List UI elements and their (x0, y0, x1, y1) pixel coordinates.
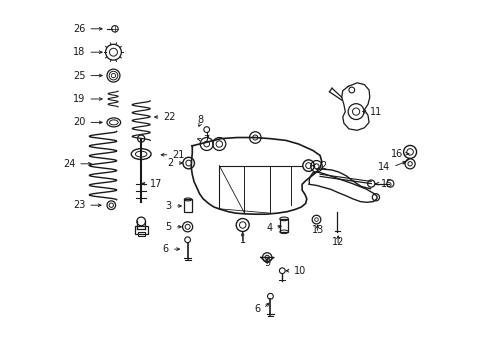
Text: 17: 17 (150, 179, 162, 189)
Text: 4: 4 (265, 222, 272, 233)
Text: 12: 12 (331, 237, 344, 247)
Text: 6: 6 (254, 303, 260, 314)
Text: 24: 24 (63, 159, 75, 169)
Text: 23: 23 (73, 200, 85, 210)
Text: 19: 19 (73, 94, 85, 104)
Text: 11: 11 (369, 107, 381, 117)
Text: 3: 3 (165, 201, 171, 211)
Text: 26: 26 (73, 24, 85, 34)
Text: 13: 13 (311, 225, 323, 235)
Text: 22: 22 (163, 112, 176, 122)
Text: 21: 21 (172, 150, 184, 160)
Text: 16: 16 (390, 149, 402, 159)
Bar (279, 219, 288, 232)
Text: 10: 10 (293, 266, 305, 276)
Text: 14: 14 (377, 162, 389, 172)
Bar (134, 226, 147, 234)
Text: 7: 7 (203, 135, 209, 145)
Text: 18: 18 (73, 47, 85, 57)
Text: 15: 15 (381, 179, 393, 189)
Text: 9: 9 (264, 258, 270, 268)
Bar (184, 199, 191, 212)
Text: 8: 8 (197, 114, 203, 125)
Text: 6: 6 (163, 244, 168, 254)
Text: 2: 2 (167, 158, 173, 168)
Text: 1: 1 (239, 235, 245, 245)
Text: 25: 25 (73, 71, 85, 81)
Text: 20: 20 (73, 117, 85, 127)
Text: 2: 2 (320, 161, 325, 171)
Text: 5: 5 (165, 222, 171, 232)
Bar (137, 232, 144, 236)
